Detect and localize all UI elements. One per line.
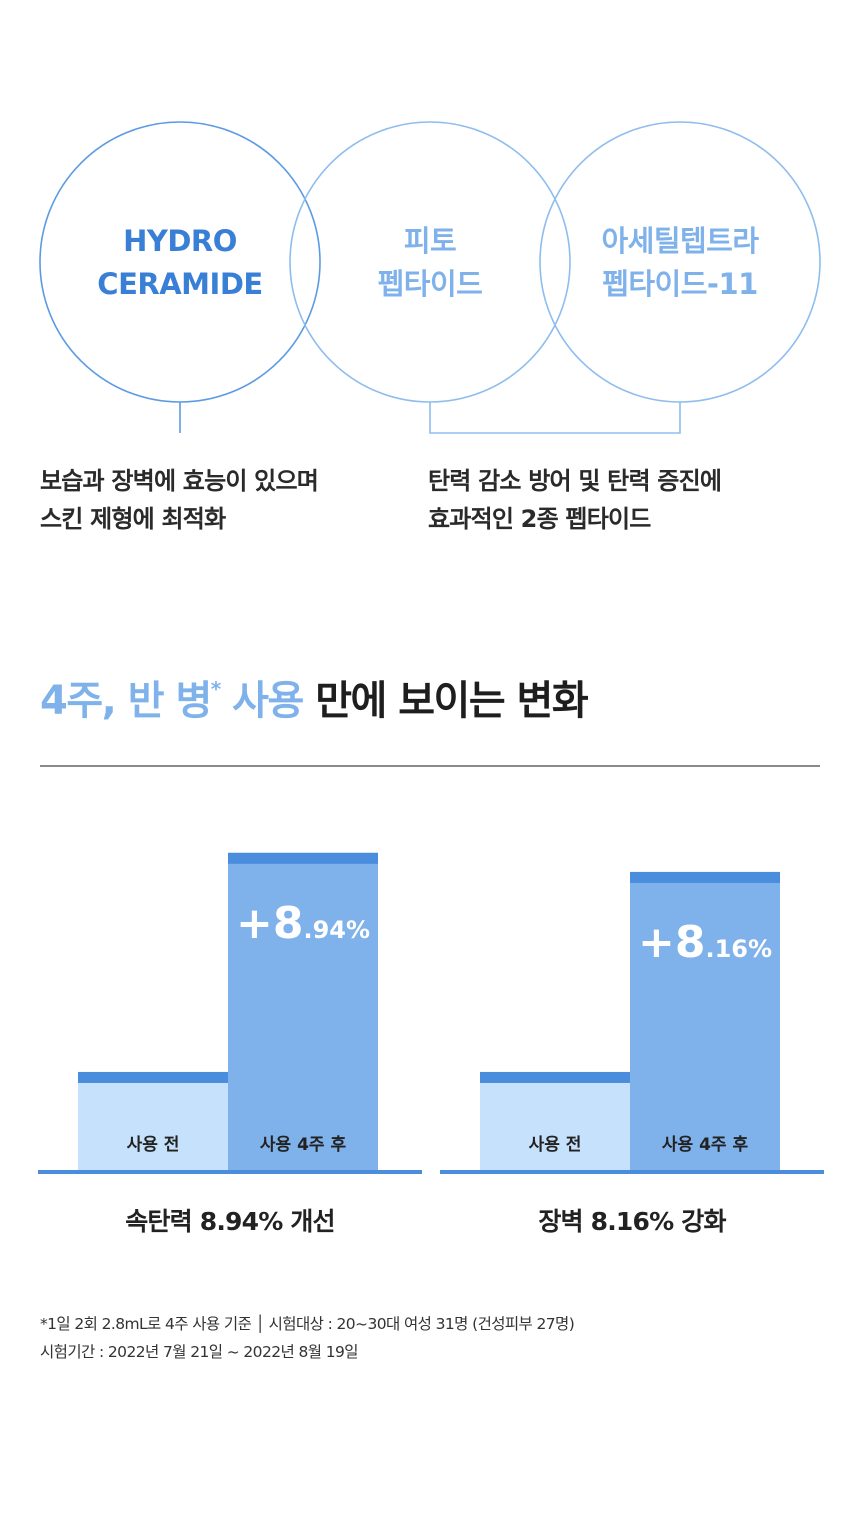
increase-decimal: .94% [303,916,370,944]
description-line2: 효과적인 2종 펩타이드 [428,505,651,533]
chart-baseline [38,1170,422,1174]
footnote-line2: 시험기간 : 2022년 7월 21일 ~ 2022년 8월 19일 [40,1343,358,1361]
increase-integer: +8 [638,917,705,968]
bar-before-cap [480,1071,630,1083]
description-left: 보습과 장벽에 효능이 있으며 스킨 제형에 최적화 [40,462,319,538]
ingredient-line2: 펩타이드-11 [602,267,758,301]
chart-elasticity-svg: 사용 전 사용 4주 후 +8.94% [38,852,422,1174]
ingredient-acetyl-peptide: 아세틸텝트라 펩타이드-11 [560,220,800,306]
ingredient-line1: HYDRO [123,224,237,258]
chart-barrier-caption: 장벽 8.16% 강화 [538,1207,726,1236]
section-headline: 4주, 반 병* 사용 만에 보이는 변화 [40,668,589,726]
description-right: 탄력 감소 방어 및 탄력 증진에 효과적인 2종 펩타이드 [428,462,722,538]
increase-decimal: .16% [705,935,772,963]
description-line2: 스킨 제형에 최적화 [40,505,226,533]
ingredient-line1: 피토 [403,224,457,258]
chart-barrier: 사용 전 사용 4주 후 +8.16% [440,820,824,1180]
footnote-line1: *1일 2회 2.8mL로 4주 사용 기준 │ 시험대상 : 20~30대 여… [40,1315,575,1333]
bar-label-after: 사용 4주 후 [260,1134,347,1155]
increase-integer: +8 [236,898,303,949]
headline-highlight-1: 4주, 반 병 [40,678,212,724]
chart-baseline [440,1170,824,1174]
description-line1: 보습과 장벽에 효능이 있으며 [40,467,319,495]
bar-before-cap [78,1071,228,1083]
chart-elasticity: 사용 전 사용 4주 후 +8.94% [38,820,422,1180]
bar-after-cap [228,852,378,864]
bar-before [78,1071,228,1170]
bar-increase-label: +8.16% [638,917,772,968]
bar-after [228,852,378,1170]
description-line1: 탄력 감소 방어 및 탄력 증진에 [428,467,722,495]
ingredient-phyto-peptide: 피토 펩타이드 [310,220,550,306]
bar-label-before: 사용 전 [127,1135,180,1155]
headline-highlight-2: 사용 [219,678,304,724]
bar-label-after: 사용 4주 후 [662,1134,749,1155]
headline-divider [40,765,820,767]
headline-rest: 만에 보이는 변화 [302,678,588,724]
headline-asterisk: * [210,677,221,701]
bar-after [630,871,780,1170]
ingredient-line2: 펩타이드 [377,267,483,301]
bar-increase-label: +8.94% [236,898,370,949]
chart-barrier-svg: 사용 전 사용 4주 후 +8.16% [440,871,824,1174]
bar-before [480,1071,630,1170]
ingredient-line2: CERAMIDE [97,267,263,301]
connector-right [429,402,681,434]
bar-label-before: 사용 전 [529,1135,582,1155]
bar-after-cap [630,871,780,883]
chart-elasticity-caption: 속탄력 8.94% 개선 [125,1207,335,1236]
ingredient-circles [39,121,821,434]
ingredient-hydro-ceramide: HYDRO CERAMIDE [60,220,300,306]
ingredient-line1: 아세틸텝트라 [601,224,759,258]
